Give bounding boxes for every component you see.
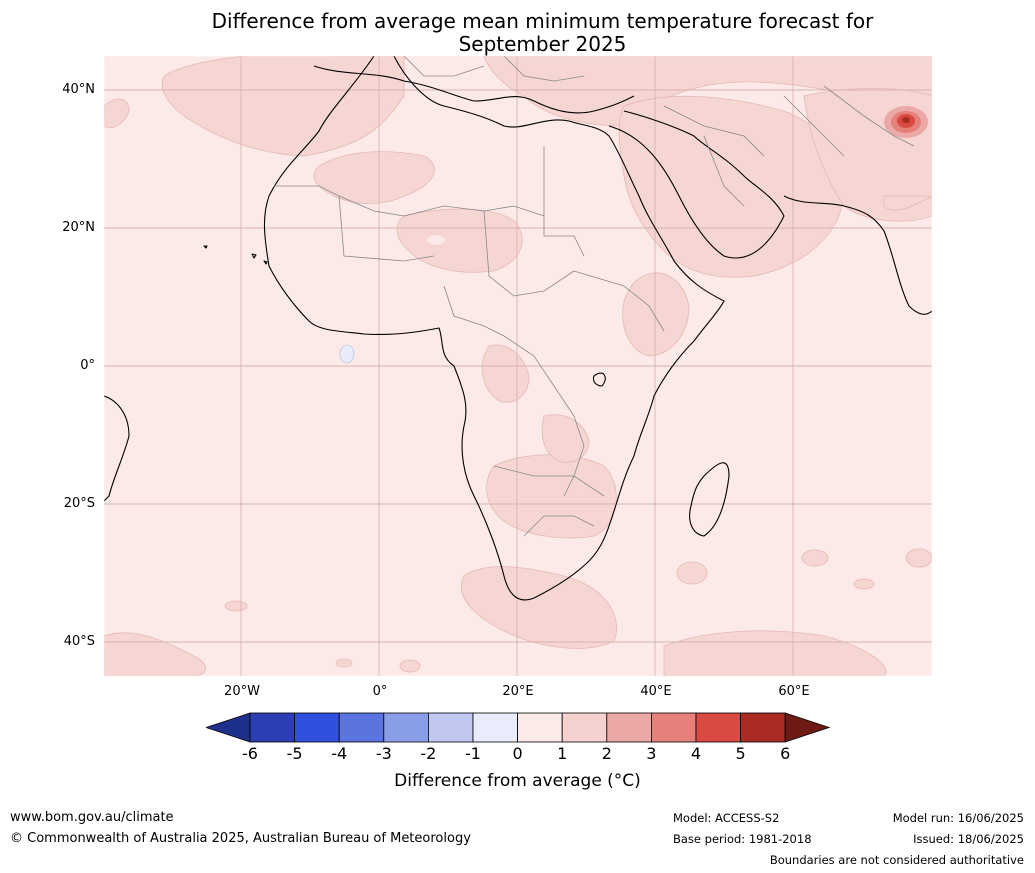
colorbar-cell bbox=[338, 712, 385, 743]
lon-label-60e: 60°E bbox=[778, 684, 810, 699]
anomaly-regions bbox=[104, 56, 932, 676]
forecast-map bbox=[104, 56, 932, 676]
colorbar-tick-label: -5 bbox=[286, 744, 303, 763]
lon-label-20w: 20°W bbox=[224, 684, 260, 699]
lon-label-0: 0° bbox=[372, 684, 388, 699]
colorbar-tick-label: 5 bbox=[735, 744, 746, 763]
colorbar-cell bbox=[606, 712, 652, 743]
coastlines bbox=[104, 56, 932, 601]
colorbar-cell bbox=[695, 712, 741, 743]
footer-model: Model: ACCESS-S2 bbox=[673, 811, 780, 825]
footer-issued: Issued: 18/06/2025 bbox=[913, 832, 1024, 846]
colorbar-cell bbox=[740, 712, 786, 743]
colorbar-cell bbox=[472, 712, 518, 743]
colorbar-tick-label: -6 bbox=[242, 744, 258, 763]
colorbar-tick-label: 6 bbox=[780, 744, 791, 763]
borders bbox=[274, 56, 915, 537]
colorbar-cell bbox=[427, 712, 474, 743]
colorbar-cell bbox=[650, 712, 697, 743]
colorbar-extend-low bbox=[206, 712, 251, 743]
colorbar-tick-label: -3 bbox=[375, 744, 392, 763]
colorbar-tick-label: -1 bbox=[465, 744, 481, 763]
footer-copyright: © Commonwealth of Australia 2025, Austra… bbox=[10, 831, 471, 846]
hot-spot bbox=[884, 106, 928, 138]
lat-label-20s: 20°S bbox=[63, 496, 95, 511]
lon-label-40e: 40°E bbox=[640, 684, 672, 699]
colorbar-tick-label: 1 bbox=[557, 744, 568, 763]
lat-label-40s: 40°S bbox=[63, 634, 95, 649]
colorbar-cell bbox=[294, 712, 340, 743]
colorbar bbox=[206, 712, 830, 743]
footer-disclaimer: Boundaries are not considered authoritat… bbox=[769, 853, 1024, 867]
lat-label-0: 0° bbox=[80, 358, 95, 373]
colorbar-tick-label: -2 bbox=[420, 744, 437, 763]
colorbar-cell bbox=[561, 712, 608, 743]
graticule bbox=[104, 56, 932, 676]
map-svg bbox=[104, 56, 932, 676]
colorbar-tick-label: 0 bbox=[512, 744, 523, 763]
title-line-1: Difference from average mean minimum tem… bbox=[211, 9, 874, 33]
title-line-2: September 2025 bbox=[458, 32, 627, 56]
lon-label-20e: 20°E bbox=[502, 684, 534, 699]
footer-model-run: Model run: 16/06/2025 bbox=[892, 811, 1024, 825]
colorbar-title: Difference from average (°C) bbox=[394, 771, 641, 791]
colorbar-tick-label: -4 bbox=[331, 744, 348, 763]
footer-site[interactable]: www.bom.gov.au/climate bbox=[10, 810, 174, 825]
colorbar-cell bbox=[383, 712, 429, 743]
colorbar-extend-high bbox=[784, 712, 830, 743]
footer-base-period: Base period: 1981-2018 bbox=[673, 832, 812, 846]
colorbar-tick-label: 4 bbox=[690, 744, 702, 763]
colorbar-cell bbox=[517, 712, 563, 743]
lat-label-40n: 40°N bbox=[62, 82, 95, 97]
colorbar-cell bbox=[249, 712, 295, 743]
cold-patch bbox=[339, 344, 355, 364]
colorbar-tick-label: 3 bbox=[646, 744, 657, 763]
sahara-gap bbox=[427, 235, 445, 245]
colorbar-tick-label: 2 bbox=[601, 744, 612, 763]
lat-label-20n: 20°N bbox=[62, 220, 95, 235]
map-title: Difference from average mean minimum tem… bbox=[0, 10, 1035, 56]
